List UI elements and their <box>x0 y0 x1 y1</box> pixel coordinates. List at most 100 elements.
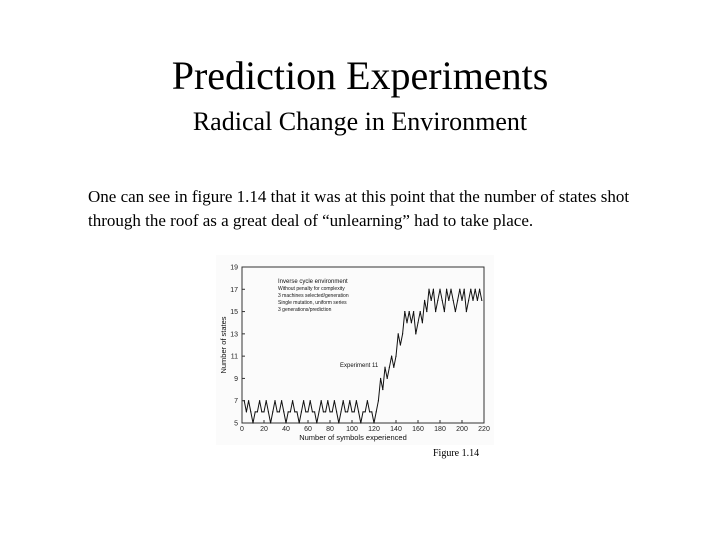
data-point <box>283 411 285 413</box>
slide-subtitle: Radical Change in Environment <box>192 107 528 136</box>
data-point <box>415 333 417 335</box>
data-point <box>272 411 274 413</box>
data-point <box>474 288 476 290</box>
data-point <box>457 299 459 302</box>
data-point <box>391 355 393 357</box>
data-point <box>307 411 309 413</box>
data-point <box>377 400 379 402</box>
data-point <box>435 310 437 313</box>
data-point <box>300 411 302 413</box>
x-tick-label: 100 <box>346 426 358 433</box>
data-point <box>305 411 307 413</box>
data-point <box>340 411 342 413</box>
data-point <box>452 299 454 302</box>
data-point <box>338 422 340 424</box>
data-point <box>373 422 375 424</box>
data-point <box>397 333 399 335</box>
x-tick-label: 180 <box>434 426 446 433</box>
data-point <box>395 355 397 357</box>
y-tick-label: 5 <box>234 421 238 428</box>
x-tick-label: 60 <box>304 426 312 433</box>
data-point <box>250 411 252 413</box>
data-point <box>437 299 439 302</box>
data-point <box>388 366 390 368</box>
y-axis-label: Number of states <box>219 316 228 373</box>
data-point <box>261 411 263 413</box>
data-point <box>454 310 456 313</box>
data-point <box>296 411 298 413</box>
data-point <box>461 299 463 302</box>
y-tick-label: 19 <box>230 265 238 272</box>
data-point <box>353 411 355 413</box>
data-point <box>432 288 434 290</box>
chart-annotation: Experiment 11 <box>340 363 379 369</box>
data-point <box>430 299 432 302</box>
data-point <box>360 422 362 424</box>
data-point <box>421 322 423 324</box>
data-point <box>441 299 443 302</box>
data-point <box>399 344 401 346</box>
data-point <box>298 422 300 424</box>
data-point <box>303 400 305 402</box>
data-point <box>263 411 265 413</box>
x-tick-label: 0 <box>240 426 244 433</box>
data-point <box>384 366 386 368</box>
slide-title: Prediction Experiments <box>171 53 549 98</box>
data-point <box>410 322 412 324</box>
y-tick-label: 15 <box>230 309 238 316</box>
x-tick-label: 80 <box>326 426 334 433</box>
data-point <box>450 288 452 290</box>
legend-line: Inverse cycle environment <box>278 279 348 285</box>
data-point <box>419 310 421 313</box>
data-point <box>281 400 283 402</box>
states-chart: 0 20 40 60 80 100 120 140 160 180 200 220 5 7 9 11 13 15 1… <box>219 265 490 443</box>
data-point <box>355 400 357 402</box>
data-point <box>358 411 360 413</box>
data-point <box>463 288 465 290</box>
data-point <box>364 411 366 413</box>
data-point <box>428 288 430 290</box>
x-axis-label: Number of symbols experienced <box>299 433 407 442</box>
x-tick-label: 40 <box>282 426 290 433</box>
legend-line: 3 machines selected/generation <box>278 293 349 299</box>
data-point <box>479 288 481 290</box>
data-point <box>322 411 324 413</box>
data-point <box>336 411 338 413</box>
y-tick-label: 13 <box>230 331 238 338</box>
x-tick-label: 20 <box>260 426 268 433</box>
data-point <box>294 411 296 413</box>
data-point <box>256 411 258 413</box>
data-point <box>248 400 250 402</box>
data-point <box>265 400 267 402</box>
data-point <box>243 400 245 402</box>
data-point <box>329 411 331 413</box>
data-point <box>439 288 441 290</box>
legend-line: Without penalty for complexity <box>278 286 345 292</box>
data-point <box>380 377 382 380</box>
data-point <box>342 400 344 402</box>
data-point <box>476 299 478 302</box>
data-point <box>459 288 461 290</box>
data-point <box>443 310 445 313</box>
data-point <box>417 322 419 324</box>
data-point <box>327 400 329 402</box>
data-point <box>287 411 289 413</box>
data-point <box>254 411 256 413</box>
figure-caption: Figure 1.14 <box>433 448 480 459</box>
x-tick-label: 220 <box>478 426 490 433</box>
data-point <box>259 400 261 402</box>
data-point <box>413 310 415 313</box>
figure-1-14: 0 20 40 60 80 100 120 140 160 180 200 220 5 7 9 11 13 15 1… <box>216 255 494 445</box>
data-point <box>382 388 384 391</box>
data-point <box>393 366 395 368</box>
x-tick-label: 200 <box>456 426 468 433</box>
data-point <box>369 411 371 413</box>
data-point <box>362 411 364 413</box>
data-point <box>325 411 327 413</box>
y-tick-label: 7 <box>234 398 238 405</box>
data-point <box>472 299 474 302</box>
data-point <box>311 411 313 413</box>
data-point <box>481 299 483 302</box>
y-tick-label: 17 <box>230 287 238 294</box>
legend-line: Single mutation, uniform series <box>278 300 347 306</box>
